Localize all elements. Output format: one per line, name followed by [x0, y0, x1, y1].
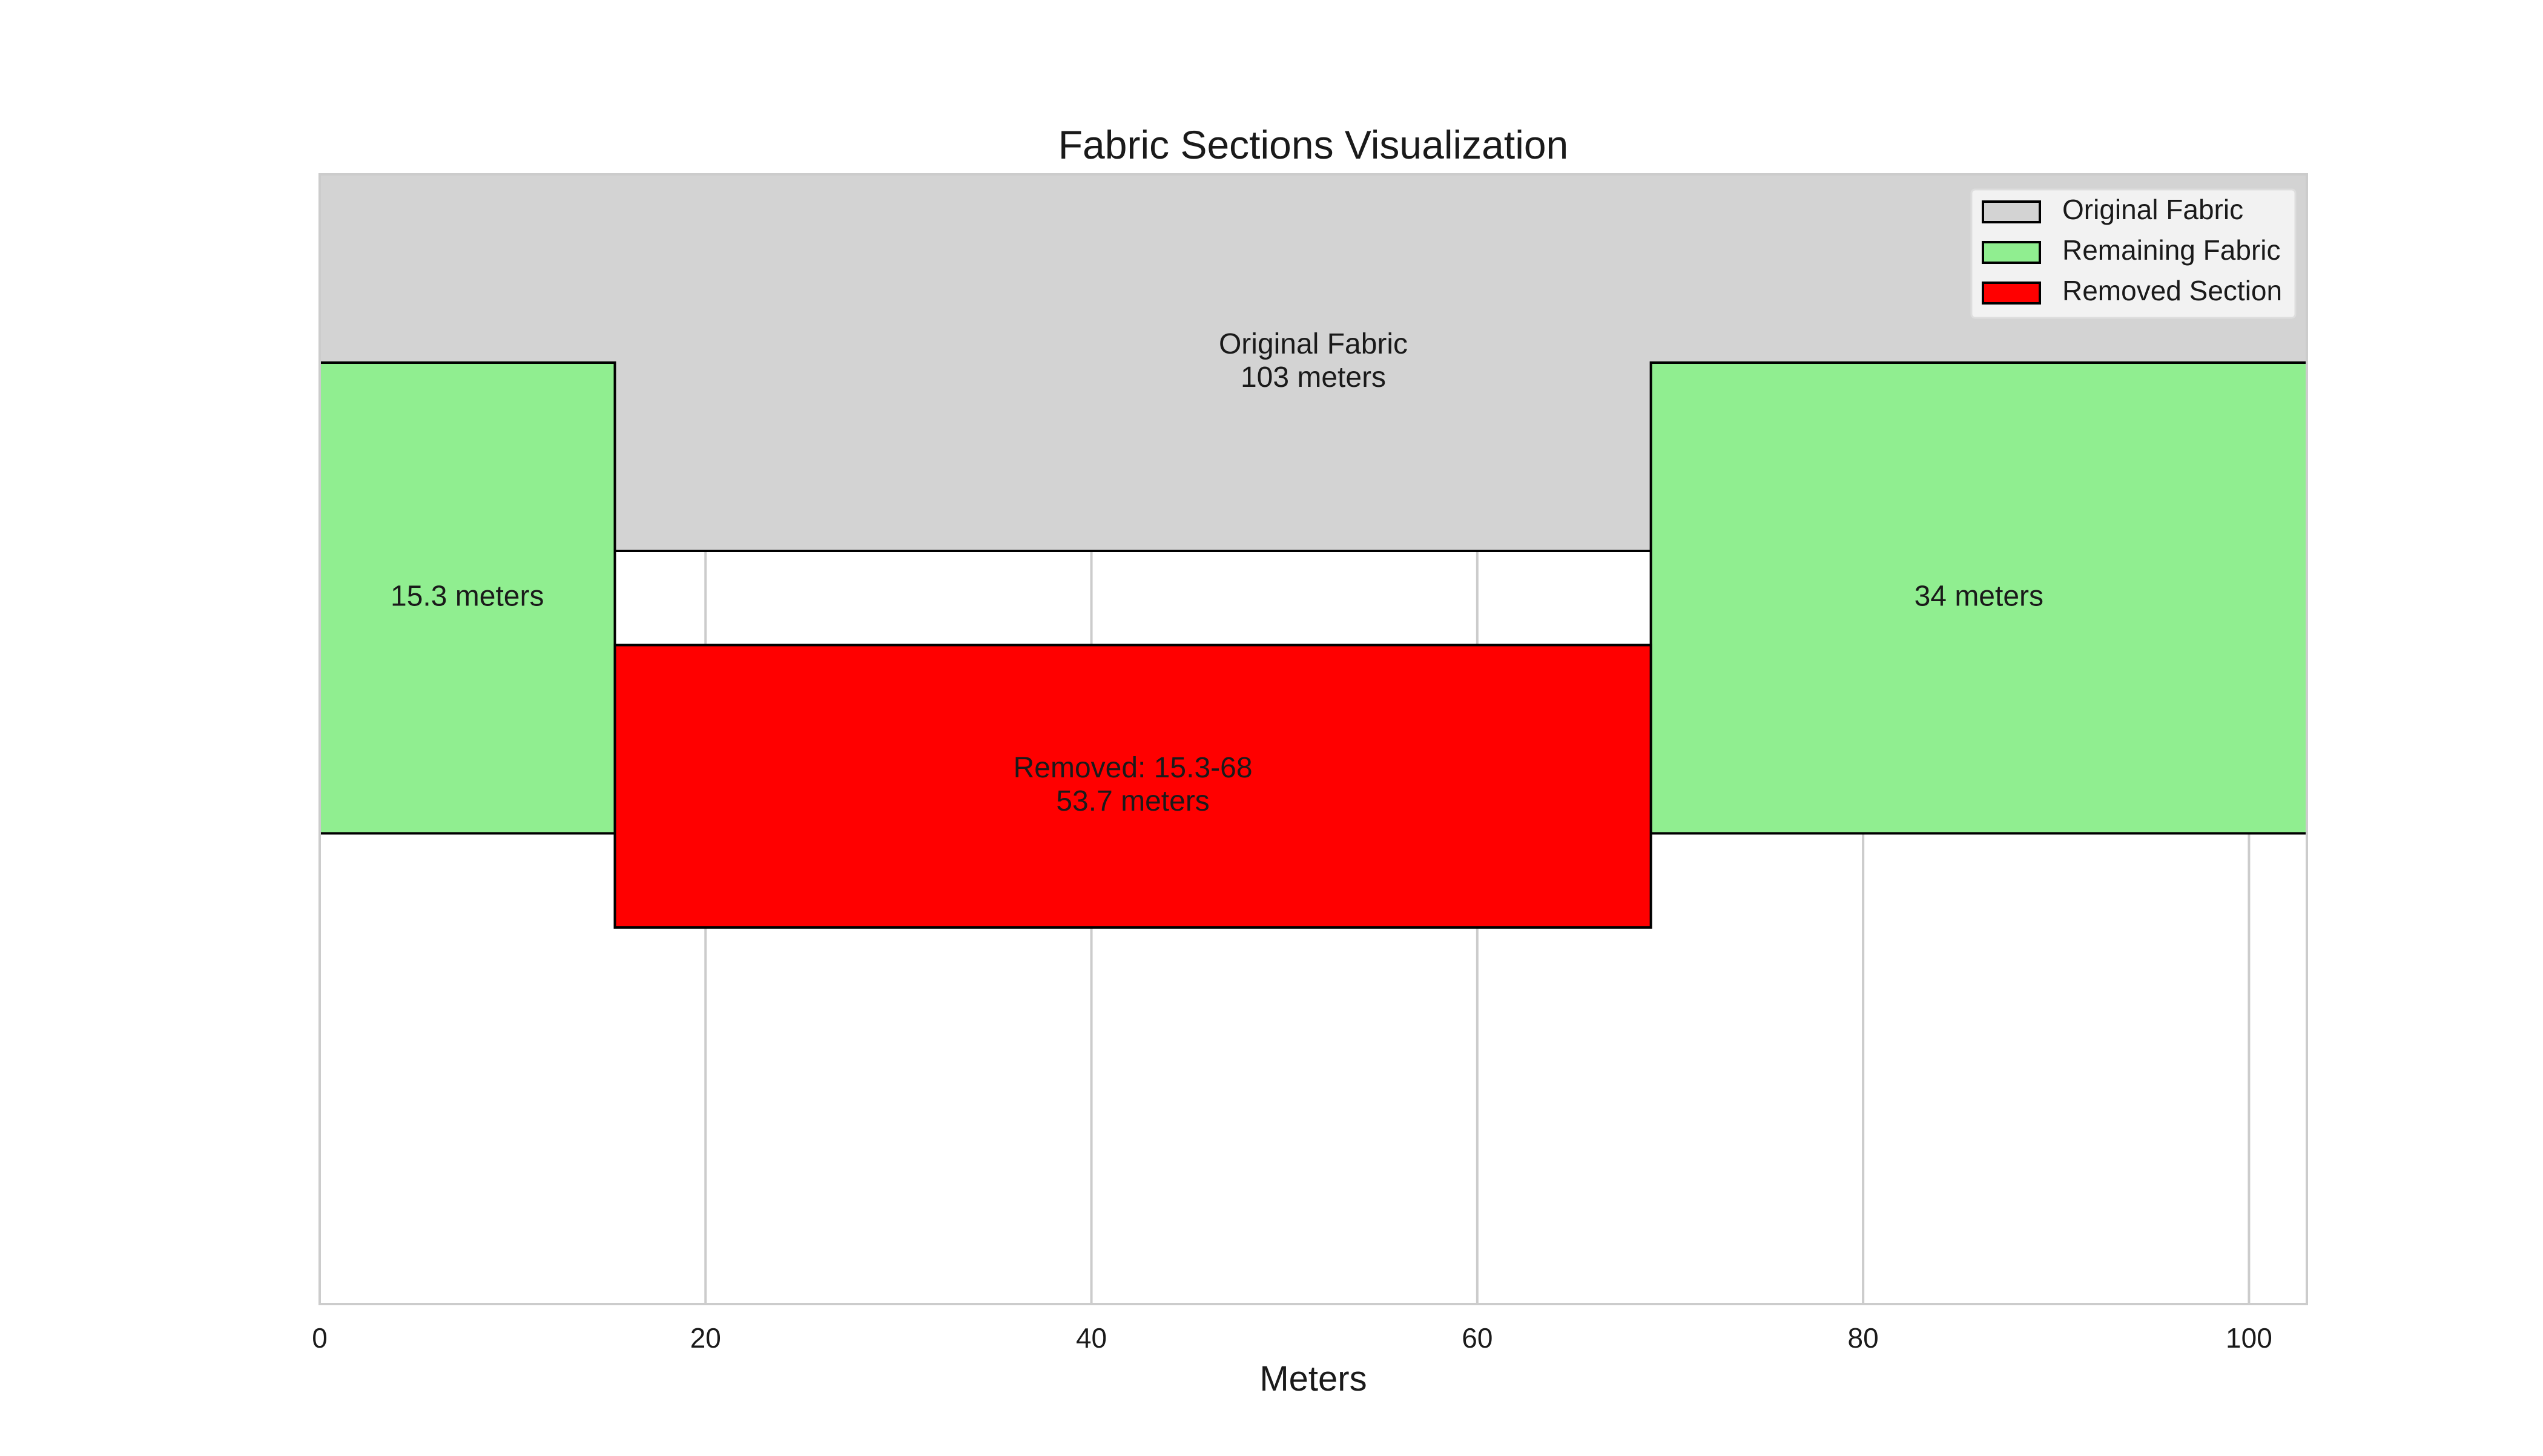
removed-section-bar [613, 644, 1652, 929]
bar-label: Original Fabric [1219, 328, 1408, 360]
remaining-fabric-bar [1649, 361, 2308, 835]
legend-label: Remaining Fabric [2062, 234, 2280, 266]
legend-label: Original Fabric [2062, 194, 2243, 225]
legend-swatch [1982, 200, 2041, 223]
bar-label: 103 meters [1241, 361, 1386, 394]
legend-swatch [1982, 241, 2041, 264]
legend-swatch [1982, 282, 2041, 305]
x-tick-label: 20 [690, 1322, 721, 1354]
bar-label: 34 meters [1915, 580, 2043, 612]
x-tick-label: 40 [1076, 1322, 1107, 1354]
legend-box [1970, 188, 2297, 319]
bar-label: 53.7 meters [1056, 785, 1209, 817]
x-tick-label: 100 [2226, 1322, 2272, 1354]
bars [318, 173, 2308, 929]
chart-title: Fabric Sections Visualization [1058, 122, 1569, 167]
bar-label: 15.3 meters [391, 580, 544, 612]
plot-frame [318, 173, 2308, 1305]
x-tick-label: 80 [1848, 1322, 1879, 1354]
x-axis-label: Meters [1259, 1359, 1367, 1398]
bar-label: Removed: 15.3-68 [1014, 752, 1253, 784]
legend-label: Removed Section [2062, 275, 2282, 306]
x-tick-labels: 0 20 40 60 80 100 [312, 1322, 2272, 1354]
x-tick-label: 60 [1462, 1322, 1492, 1354]
legend: Original Fabric Remaining Fabric Removed S… [1970, 188, 2297, 319]
x-tick-label: 0 [312, 1322, 328, 1354]
